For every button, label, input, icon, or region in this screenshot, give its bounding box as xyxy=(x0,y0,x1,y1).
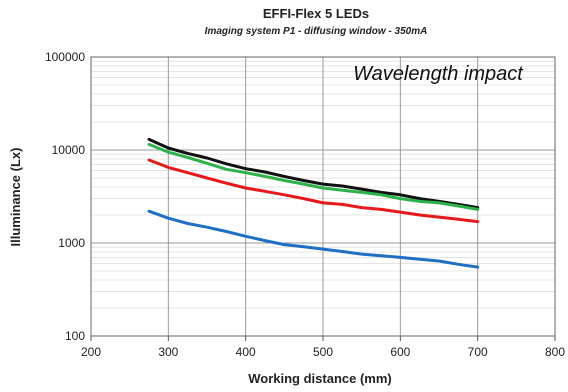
x-tick-label: 300 xyxy=(158,345,178,359)
series-line-2 xyxy=(147,142,480,211)
x-tick-label: 400 xyxy=(236,345,256,359)
x-tick-label: 200 xyxy=(81,345,101,359)
x-axis-label: Working distance (mm) xyxy=(248,371,392,386)
chart-subtitle: Imaging system P1 - diffusing window - 3… xyxy=(205,26,428,37)
x-tick-label: 700 xyxy=(468,345,488,359)
y-tick-label: 10000 xyxy=(52,143,86,157)
series-line-1 xyxy=(147,137,480,210)
x-tick-label: 500 xyxy=(313,345,333,359)
chart-title: EFFI-Flex 5 LEDs xyxy=(263,6,369,21)
y-tick-label: 100000 xyxy=(45,50,85,64)
series-line-3 xyxy=(147,158,480,224)
x-tick-label: 600 xyxy=(390,345,410,359)
y-tick-label: 100 xyxy=(65,329,85,343)
y-tick-label: 1000 xyxy=(58,236,85,250)
chart-annotation: Wavelength impact xyxy=(353,63,524,85)
plot-area-border xyxy=(90,56,556,337)
x-tick-label: 800 xyxy=(545,345,565,359)
y-axis-label: Illuminance (Lx) xyxy=(8,148,23,247)
series-line-4 xyxy=(147,209,480,269)
